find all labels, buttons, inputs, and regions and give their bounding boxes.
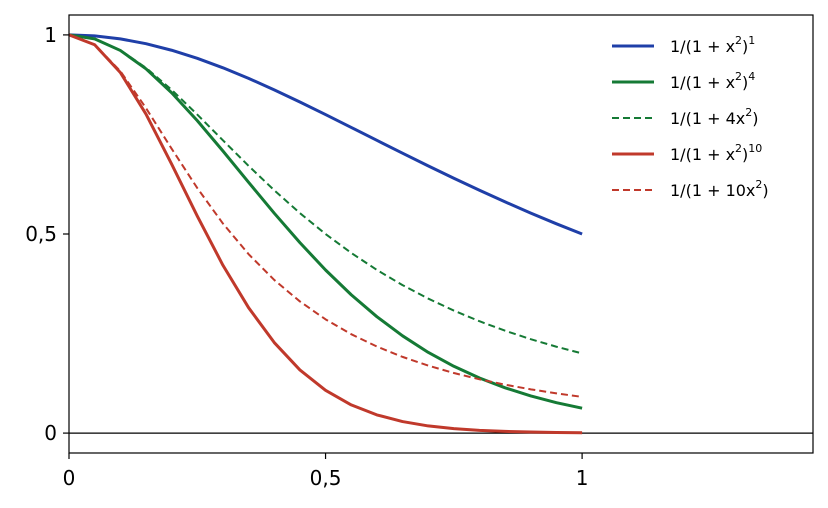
- legend: 1/(1 + x2)1 1/(1 + x2)4 1/(1 + 4x2) 1/(1 + …: [612, 34, 769, 200]
- legend-label: 1/(1 + 10x2): [670, 178, 769, 200]
- series-line-0: [68, 33, 583, 236]
- legend-label: 1/(1 + x2)1: [670, 34, 755, 56]
- series-line-3: [68, 33, 583, 435]
- y-tick-label: 1: [44, 23, 57, 47]
- series-line-2: [68, 33, 583, 355]
- legend-label: 1/(1 + x2)4: [670, 70, 755, 92]
- series-layer: [68, 33, 583, 435]
- series-line-1: [68, 33, 583, 410]
- y-tick-label: 0,5: [25, 222, 57, 246]
- axes-layer: 0 0,5 1 0 0,5 1: [25, 14, 814, 490]
- x-tick-label: 0,5: [310, 466, 342, 490]
- y-tick-label: 0: [44, 421, 57, 445]
- series-line-4: [68, 33, 583, 398]
- x-tick-label: 1: [576, 466, 589, 490]
- legend-label: 1/(1 + x2)10: [670, 142, 762, 164]
- x-tick-label: 0: [63, 466, 76, 490]
- legend-label: 1/(1 + 4x2): [670, 106, 758, 128]
